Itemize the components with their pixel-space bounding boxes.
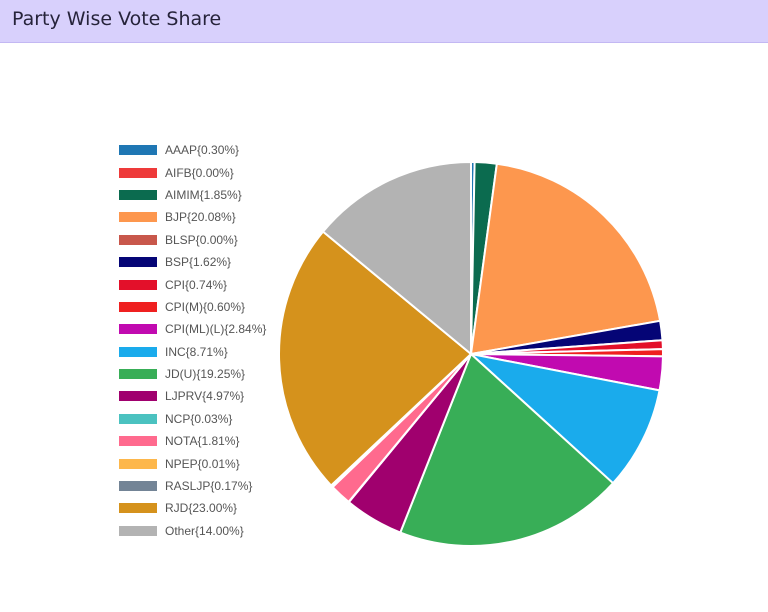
legend-label: CPI(ML)(L){2.84%} (165, 322, 267, 337)
legend-label: AAAP{0.30%} (165, 143, 240, 158)
legend-item[interactable]: CPI(ML)(L){2.84%} (119, 318, 266, 340)
legend-swatch (119, 145, 157, 156)
legend-swatch (119, 234, 157, 245)
page-header: Party Wise Vote Share (0, 0, 768, 43)
pie-slice-other[interactable] (322, 161, 472, 355)
legend-swatch (119, 324, 157, 335)
pie-slice-rjd[interactable] (278, 230, 472, 487)
legend-label: CPI{0.74%} (165, 277, 228, 292)
pie-chart (278, 160, 664, 547)
pie-slice-jd-u[interactable] (399, 353, 615, 547)
legend-label: NOTA{1.81%} (165, 434, 240, 449)
legend-swatch (119, 301, 157, 312)
legend-label: CPI(M){0.60%} (165, 299, 246, 314)
pie-slice-bjp[interactable] (470, 162, 662, 355)
legend-item[interactable]: LJPRV{4.97%} (119, 385, 266, 407)
legend-label: BSP{1.62%} (165, 255, 232, 270)
legend-item[interactable]: JD(U){19.25%} (119, 363, 266, 385)
legend-label: NPEP{0.01%} (165, 456, 240, 471)
legend-label: INC{8.71%} (165, 344, 228, 359)
legend-label: BJP{20.08%} (165, 210, 236, 225)
pie-slice-inc[interactable] (470, 353, 661, 485)
chart-legend: AAAP{0.30%} AIFB{0.00%} AIMIM{1.85%} BJP{20… (119, 139, 266, 542)
legend-item[interactable]: NPEP{0.01%} (119, 452, 266, 474)
legend-item[interactable]: AIMIM{1.85%} (119, 184, 266, 206)
legend-label: RASLJP{0.17%} (165, 479, 253, 494)
legend-swatch (119, 212, 157, 223)
legend-swatch (119, 413, 157, 424)
legend-label: Other{14.00%} (165, 523, 244, 538)
legend-swatch (119, 257, 157, 268)
legend-swatch (119, 391, 157, 402)
legend-swatch (119, 369, 157, 380)
page-title: Party Wise Vote Share (12, 8, 222, 30)
legend-swatch (119, 279, 157, 290)
legend-item[interactable]: BSP{1.62%} (119, 251, 266, 273)
legend-label: LJPRV{4.97%} (165, 389, 245, 404)
legend-label: RJD{23.00%} (165, 501, 238, 516)
legend-swatch (119, 167, 157, 178)
legend-item[interactable]: BLSP{0.00%} (119, 229, 266, 251)
legend-swatch (119, 525, 157, 536)
legend-item[interactable]: BJP{20.08%} (119, 206, 266, 228)
legend-item[interactable]: CPI(M){0.60%} (119, 296, 266, 318)
legend-swatch (119, 346, 157, 357)
legend-swatch (119, 503, 157, 514)
legend-item[interactable]: AIFB{0.00%} (119, 161, 266, 183)
legend-label: BLSP{0.00%} (165, 232, 238, 247)
legend-item[interactable]: INC{8.71%} (119, 341, 266, 363)
legend-swatch (119, 436, 157, 447)
legend-swatch (119, 481, 157, 492)
legend-item[interactable]: Other{14.00%} (119, 520, 266, 542)
legend-item[interactable]: RJD{23.00%} (119, 497, 266, 519)
legend-item[interactable]: RASLJP{0.17%} (119, 475, 266, 497)
legend-swatch (119, 458, 157, 469)
legend-item[interactable]: CPI{0.74%} (119, 273, 266, 295)
legend-label: AIMIM{1.85%} (165, 187, 242, 202)
legend-item[interactable]: NOTA{1.81%} (119, 430, 266, 452)
legend-item[interactable]: AAAP{0.30%} (119, 139, 266, 161)
legend-label: AIFB{0.00%} (165, 165, 234, 180)
chart-area: AAAP{0.30%} AIFB{0.00%} AIMIM{1.85%} BJP{20… (0, 43, 768, 612)
legend-label: NCP{0.03%} (165, 411, 233, 426)
legend-item[interactable]: NCP{0.03%} (119, 408, 266, 430)
legend-swatch (119, 189, 157, 200)
legend-label: JD(U){19.25%} (165, 367, 246, 382)
